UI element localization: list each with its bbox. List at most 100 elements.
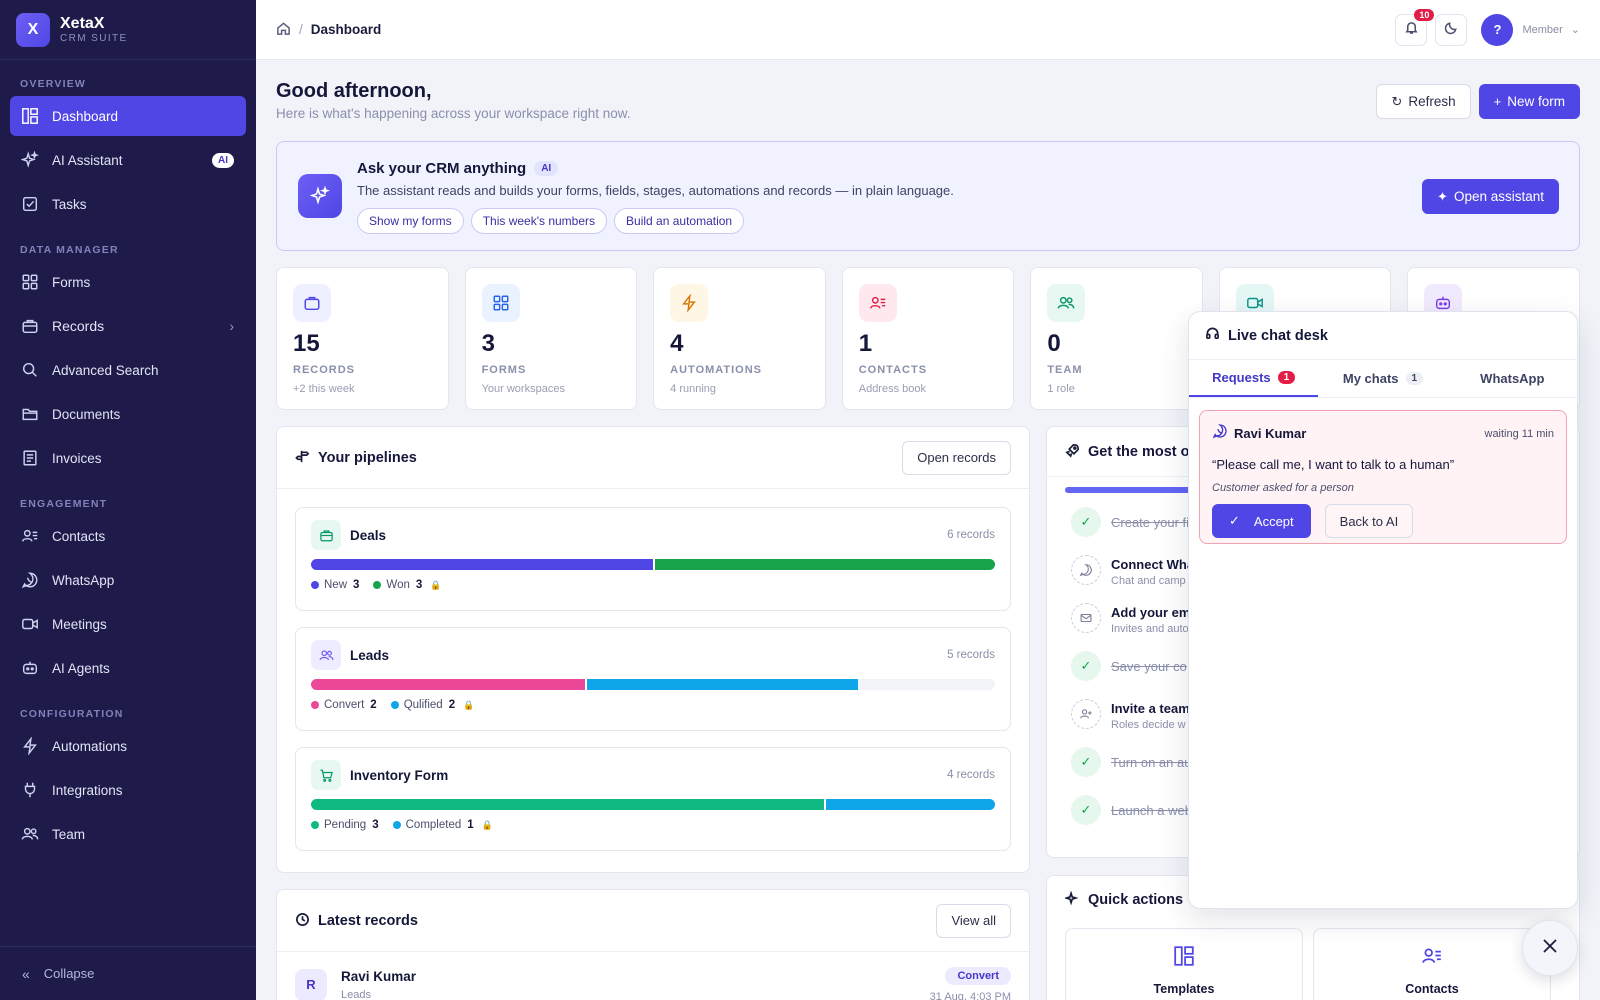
close-chat-button[interactable] [1522, 920, 1578, 976]
sidebar-item-invoices[interactable]: Invoices [10, 438, 246, 478]
chip-weeks-numbers[interactable]: This week's numbers [470, 208, 608, 234]
collapse-label: Collapse [43, 966, 95, 981]
quick-action-contacts[interactable]: Contacts [1313, 928, 1551, 1000]
sidebar-item-tasks[interactable]: Tasks [10, 184, 246, 224]
ai-tag: AI [534, 161, 559, 176]
pipelines-title: Your pipelines [318, 449, 417, 466]
legend-label: Convert [324, 699, 365, 711]
sidebar-item-team[interactable]: Team [10, 814, 246, 854]
onboarding-step[interactable]: ✓ Create your fi [1047, 507, 1579, 555]
onboarding-step[interactable]: Invite a team Roles decide w [1047, 699, 1579, 747]
breadcrumb-current: Dashboard [310, 22, 382, 37]
step-sub: Chat and camp [1111, 575, 1186, 587]
step-title: Add your em [1111, 605, 1191, 620]
sidebar-item-dashboard[interactable]: Dashboard [10, 96, 246, 136]
quick-action-templates[interactable]: Templates [1065, 928, 1303, 1000]
legend-value: 3 [353, 579, 360, 591]
tab-count: 1 [1277, 371, 1296, 384]
lock-icon: 🔒 [463, 699, 475, 710]
open-records-button[interactable]: Open records [902, 440, 1011, 475]
legend-item: Convert 2 [311, 699, 377, 711]
sidebar-item-documents[interactable]: Documents [10, 394, 246, 434]
sidebar-item-contacts[interactable]: Contacts [10, 516, 246, 556]
step-title: Turn on an au [1111, 755, 1192, 770]
onboarding-step[interactable]: Connect Wha Chat and camp [1047, 555, 1579, 603]
chat-tabs: Requests 1 My chats 1 WhatsApp [1189, 360, 1577, 398]
theme-toggle-button[interactable] [1435, 13, 1468, 46]
avatar[interactable]: ? [1481, 13, 1514, 46]
bolt-icon [20, 736, 40, 756]
pipeline-count: 6 records [947, 529, 995, 541]
stat-card-forms[interactable]: 3 FORMS Your workspaces [464, 267, 638, 410]
collapse-button[interactable]: « Collapse [0, 946, 256, 1000]
legend-dot [311, 821, 319, 829]
sidebar-item-ai-assistant[interactable]: AI Assistant AI [10, 140, 246, 180]
accept-button[interactable]: ✓ Accept [1212, 504, 1311, 538]
breadcrumb-separator: / [299, 22, 303, 37]
home-icon[interactable] [276, 21, 291, 39]
step-text: Add your em Invites and auto [1111, 603, 1190, 635]
legend-dot [392, 821, 401, 829]
stat-card-automations[interactable]: 4 AUTOMATIONS 4 running [653, 267, 826, 410]
chat-request-card[interactable]: Ravi Kumar waiting 11 min “Please call m… [1199, 410, 1567, 544]
view-all-button[interactable]: View all [936, 903, 1011, 938]
sidebar-item-automations[interactable]: Automations [10, 726, 246, 766]
back-to-ai-button[interactable]: Back to AI [1324, 504, 1414, 538]
page-subtitle: Here is what's happening across your wor… [276, 106, 631, 121]
pipeline-card-inventory[interactable]: Inventory Form 4 records Pending 3 Comple… [295, 747, 1011, 851]
stat-value: 15 [293, 330, 320, 357]
pipeline-bar [311, 799, 995, 810]
stat-card-team[interactable]: 0 TEAM 1 role [1030, 267, 1203, 410]
chip-build-automation[interactable]: Build an automation [614, 208, 745, 234]
tab-my-chats[interactable]: My chats 1 [1318, 360, 1447, 397]
chip-show-my-forms[interactable]: Show my forms [357, 208, 464, 234]
stat-label: TEAM [1047, 364, 1083, 376]
pipeline-segment-qulified [584, 679, 859, 690]
step-title: Launch a web [1111, 803, 1192, 818]
ai-assistant-card: Ask your CRM anything AI The assistant r… [276, 141, 1580, 251]
quick-actions-grid: Templates Contacts [1047, 924, 1579, 1000]
legend-value: 2 [448, 699, 456, 711]
step-text: Invite a team Roles decide w [1111, 699, 1190, 731]
step-title: Create your fi [1111, 515, 1190, 530]
pipeline-head: Inventory Form 4 records [311, 760, 995, 790]
sidebar-item-meetings[interactable]: Meetings [10, 604, 246, 644]
onboarding-step[interactable]: ✓ Turn on an au [1047, 747, 1579, 795]
sidebar-item-records[interactable]: Records › [10, 306, 246, 346]
nav-section-configuration: CONFIGURATION [20, 708, 124, 720]
sidebar-item-forms[interactable]: Forms [10, 262, 246, 302]
onboarding-step[interactable]: ✓ Save your co [1047, 651, 1579, 699]
ai-card-description: The assistant reads and builds your form… [357, 183, 954, 198]
users-icon [311, 640, 341, 670]
ai-card-title: Ask your CRM anything AI [357, 160, 1559, 177]
user-role[interactable]: Member [1522, 23, 1563, 36]
tab-requests[interactable]: Requests 1 [1189, 360, 1319, 397]
sidebar-item-ai-agents[interactable]: AI Agents [10, 648, 246, 688]
tab-whatsapp[interactable]: WhatsApp [1448, 360, 1577, 397]
sidebar-item-advanced-search[interactable]: Advanced Search [10, 350, 246, 390]
pipeline-card-deals[interactable]: Deals 6 records New 3 Won 3 🔒 [295, 507, 1011, 611]
pipeline-legend: New 3 Won 3 🔒 [311, 579, 995, 591]
pipeline-segment-pending [311, 799, 824, 810]
refresh-button[interactable]: ↻ Refresh [1376, 84, 1471, 119]
notifications-button[interactable]: 10 [1395, 8, 1435, 46]
bell-icon [1404, 20, 1419, 40]
stat-card-contacts[interactable]: 1 CONTACTS Address book [841, 267, 1015, 410]
sidebar-item-integrations[interactable]: Integrations [10, 770, 246, 810]
ai-badge: AI [212, 152, 234, 168]
open-assistant-button[interactable]: ✦ Open assistant [1422, 179, 1559, 214]
refresh-icon: ↻ [1391, 93, 1403, 109]
table-row[interactable]: R Ravi Kumar Leads Convert 31 Aug, 4:03 … [277, 952, 1029, 1000]
checkbox-icon [20, 194, 40, 214]
quick-action-label: Templates [1153, 982, 1215, 996]
new-form-button[interactable]: + New form [1478, 84, 1580, 119]
getting-started-title: Get the most ou [1088, 443, 1199, 460]
onboarding-step[interactable]: ✓ Launch a web [1047, 795, 1579, 843]
sidebar-item-whatsapp[interactable]: WhatsApp [10, 560, 246, 600]
onboarding-step[interactable]: Add your em Invites and auto [1047, 603, 1579, 651]
stat-card-records[interactable]: 15 RECORDS +2 this week [276, 267, 449, 410]
chevron-down-icon[interactable]: ⌄ [1570, 24, 1580, 36]
brand[interactable]: X XetaX CRM SUITE [0, 0, 256, 60]
legend-label: Pending [324, 819, 367, 831]
pipeline-card-leads[interactable]: Leads 5 records Convert 2 Qulified 2 🔒 [295, 627, 1011, 731]
